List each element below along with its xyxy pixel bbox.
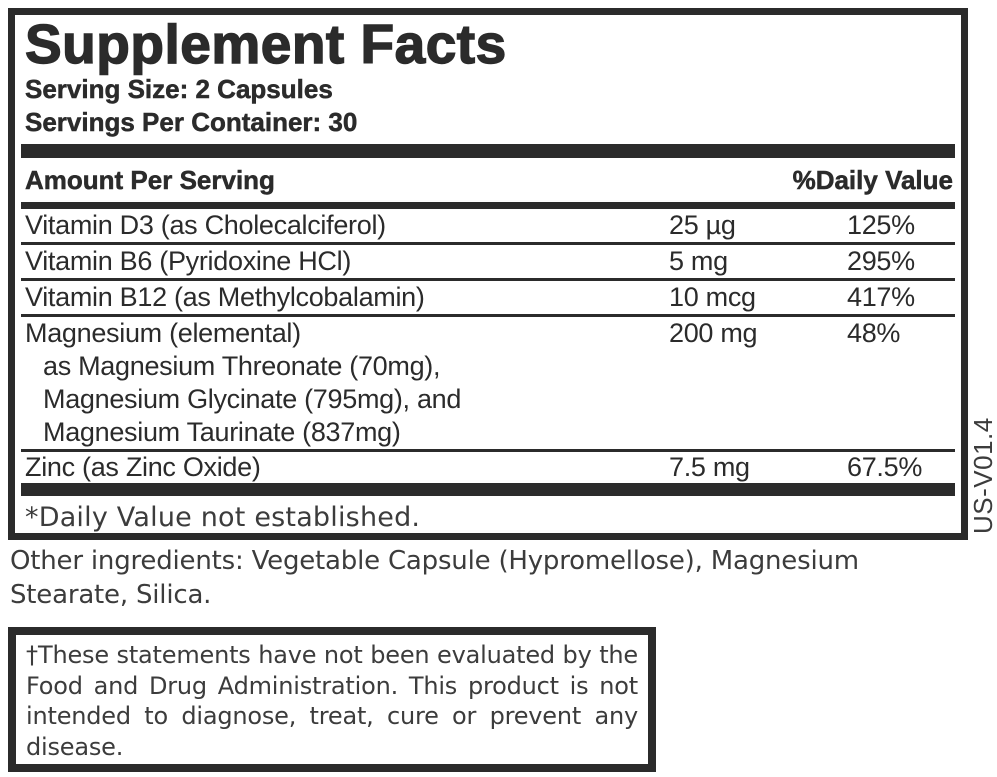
- nutrient-subline: Magnesium Taurinate (837mg): [43, 417, 401, 447]
- serving-size: Serving Size: 2 Capsules: [25, 74, 333, 105]
- amount-per-serving-header: Amount Per Serving: [25, 165, 275, 196]
- supplement-facts-panel: Supplement Facts Serving Size: 2 Capsule…: [8, 8, 968, 540]
- nutrient-subline: as Magnesium Threonate (70mg),: [43, 351, 441, 381]
- nutrient-daily-value: 125%: [847, 210, 915, 240]
- nutrient-daily-value: 295%: [847, 246, 915, 276]
- nutrient-amount: 5 mg: [669, 246, 728, 276]
- nutrient-name: Magnesium (elemental): [25, 318, 301, 348]
- thick-divider-bottom: [21, 483, 955, 496]
- thick-divider-top: [21, 144, 955, 158]
- nutrient-amount: 200 mg: [669, 318, 758, 348]
- nutrient-table: Vitamin D3 (as Cholecalciferol) 25 µg 12…: [21, 209, 955, 483]
- nutrient-daily-value: 67.5%: [847, 452, 923, 482]
- servings-per-container: Servings Per Container: 30: [25, 107, 358, 138]
- nutrient-row: Vitamin B6 (Pyridoxine HCl) 5 mg 295%: [21, 245, 955, 281]
- version-code: US-V01.4: [968, 417, 997, 534]
- nutrient-amount: 25 µg: [669, 210, 736, 240]
- nutrient-amount: 7.5 mg: [669, 452, 750, 482]
- nutrient-name: Vitamin B12 (as Methylcobalamin): [25, 282, 425, 312]
- column-header-row: Amount Per Serving %Daily Value: [21, 158, 955, 202]
- nutrient-row: Zinc (as Zinc Oxide) 7.5 mg 67.5%: [21, 452, 955, 483]
- fda-disclaimer-text: †These statements have not been evaluate…: [26, 641, 638, 761]
- other-ingredients: Other ingredients: Vegetable Capsule (Hy…: [10, 546, 859, 610]
- nutrient-name: Zinc (as Zinc Oxide): [25, 452, 261, 482]
- nutrient-name: Vitamin D3 (as Cholecalciferol): [25, 210, 386, 240]
- daily-value-header: %Daily Value: [792, 165, 953, 196]
- nutrient-row: Vitamin D3 (as Cholecalciferol) 25 µg 12…: [21, 209, 955, 245]
- nutrient-daily-value: 48%: [847, 318, 901, 348]
- daily-value-footnote: *Daily Value not established.: [25, 502, 421, 533]
- nutrient-row: Vitamin B12 (as Methylcobalamin) 10 mcg …: [21, 281, 955, 317]
- nutrient-amount: 10 mcg: [669, 282, 756, 312]
- medium-divider: [21, 202, 955, 209]
- fda-disclaimer-box: †These statements have not been evaluate…: [8, 627, 656, 772]
- nutrient-daily-value: 417%: [847, 282, 915, 312]
- nutrient-row: Magnesium (elemental) 200 mg 48% as Magn…: [21, 317, 955, 452]
- panel-title: Supplement Facts: [24, 13, 507, 75]
- nutrient-subline: Magnesium Glycinate (795mg), and: [43, 384, 462, 414]
- nutrient-name: Vitamin B6 (Pyridoxine HCl): [25, 246, 352, 276]
